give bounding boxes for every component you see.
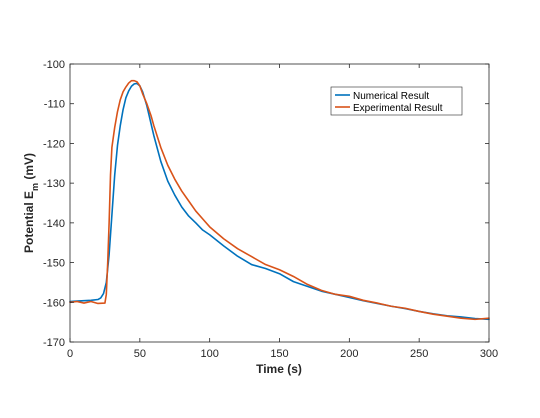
legend-label-experimental: Experimental Result [353, 103, 443, 114]
x-tick-label: 200 [340, 348, 358, 360]
legend-box [330, 86, 463, 116]
x-tick-label: 250 [410, 348, 428, 360]
ticks-layer: 0 50 100 150 200 250 300 -100 -110 -120 -130 -140 -1… [43, 59, 498, 360]
y-axis-title-main: Potential E [22, 191, 36, 253]
x-tick-label: 50 [134, 348, 146, 360]
y-axis-title: Potential Em (mV) [22, 153, 40, 253]
series-layer [69, 79, 490, 321]
y-tick-label: -100 [43, 59, 65, 71]
series-line-experimental [69, 79, 490, 321]
y-tick-label: -170 [43, 337, 65, 349]
legend: Numerical Result Experimental Result [330, 86, 463, 116]
y-tick-label: -130 [43, 178, 65, 190]
y-tick-label: -160 [43, 297, 65, 309]
legend-label-numerical: Numerical Result [353, 91, 429, 102]
y-tick-label: -120 [43, 138, 65, 150]
y-tick-label: -150 [43, 258, 65, 270]
x-tick-label: 150 [270, 348, 288, 360]
x-tick-label: 100 [200, 348, 218, 360]
y-tick-label: -140 [43, 218, 65, 230]
x-tick-label: 0 [67, 348, 73, 360]
y-axis-title-subscript: m [30, 183, 40, 191]
y-axis-title-unit: (mV) [22, 153, 36, 183]
y-tick-label: -110 [44, 99, 65, 111]
x-tick-label: 300 [480, 348, 498, 360]
x-axis-title: Time (s) [256, 362, 302, 376]
